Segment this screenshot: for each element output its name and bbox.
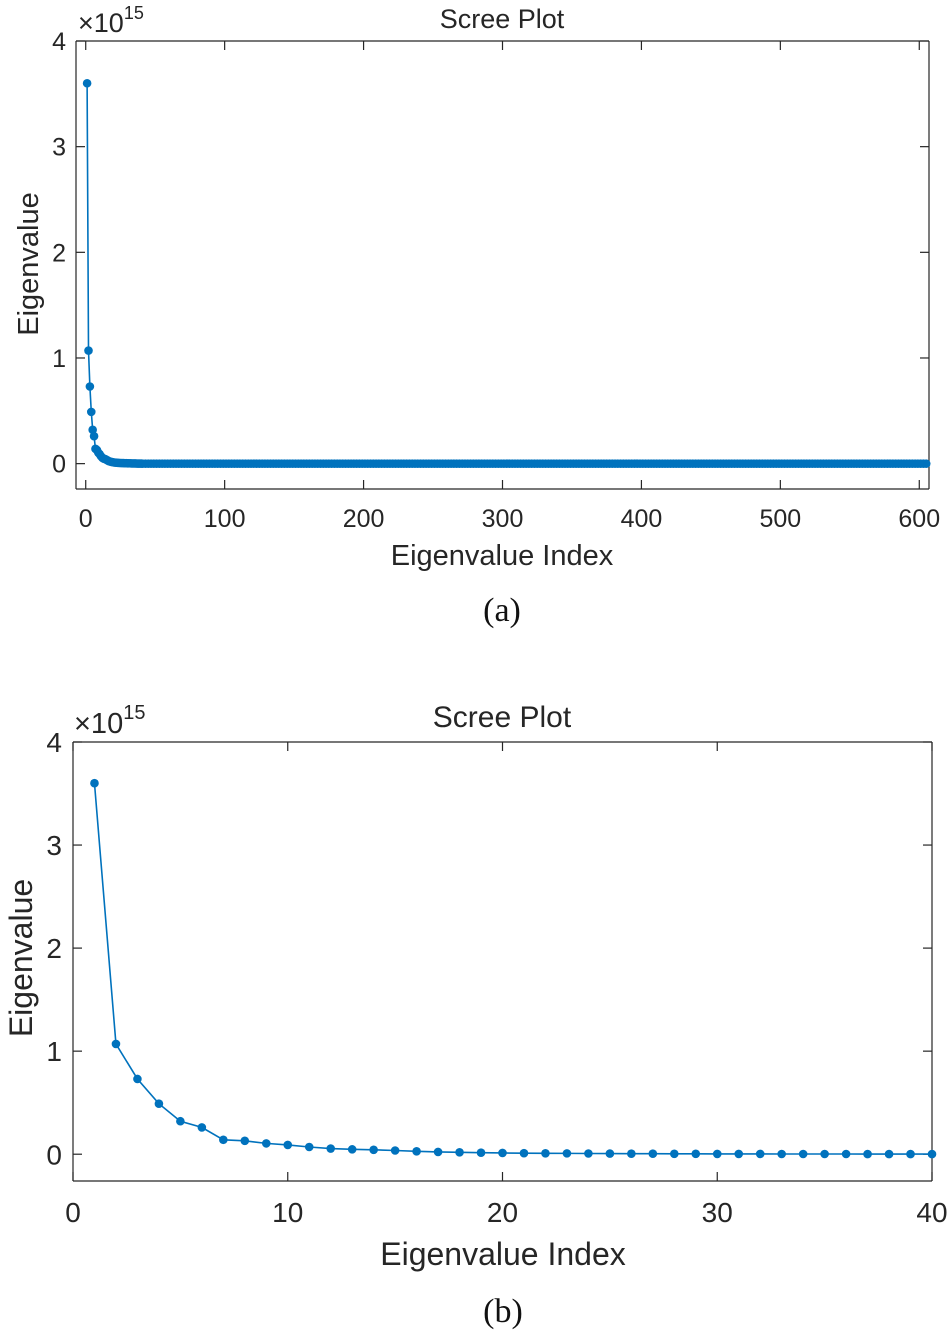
x-tick-label-b: 0 xyxy=(65,1197,81,1228)
data-point-b xyxy=(412,1147,421,1156)
x-tick-label-a: 300 xyxy=(482,505,524,533)
y-tick-label-a: 0 xyxy=(52,451,66,479)
data-point-b xyxy=(347,1145,357,1154)
caption-a: (a) xyxy=(483,592,521,629)
y-multiplier-base-b: ×10 xyxy=(74,708,123,740)
data-point-a xyxy=(89,431,99,441)
data-point-b xyxy=(906,1149,915,1159)
series-b xyxy=(90,778,937,1159)
data-point-b xyxy=(111,1039,121,1049)
data-point-b xyxy=(670,1149,679,1159)
y-exponent-b: 15 xyxy=(123,702,145,724)
x-axis-label-b: Eigenvalue Index xyxy=(380,1236,626,1272)
data-point-b xyxy=(283,1140,293,1150)
data-point-b xyxy=(562,1149,572,1158)
x-tick-label-b: 40 xyxy=(916,1197,947,1228)
x-tick-label-a: 400 xyxy=(621,505,663,533)
data-point-b xyxy=(261,1139,271,1148)
data-point-a xyxy=(85,382,95,391)
y-axis-label-b: Eigenvalue xyxy=(3,879,39,1037)
x-tick-label-b: 30 xyxy=(702,1197,733,1228)
data-point-b xyxy=(627,1149,636,1158)
data-point-b xyxy=(219,1135,228,1145)
data-point-b xyxy=(777,1149,786,1159)
data-point-b xyxy=(755,1149,765,1159)
data-point-b xyxy=(433,1147,443,1157)
data-point-b xyxy=(841,1149,851,1159)
data-point-a xyxy=(84,346,93,355)
tick-marks-a xyxy=(76,40,929,489)
y-tick-label-b: 2 xyxy=(46,933,62,964)
data-point-b xyxy=(455,1148,464,1157)
data-point-b xyxy=(476,1148,486,1157)
data-point-b xyxy=(519,1148,529,1158)
chart-title-b: Scree Plot xyxy=(433,701,572,734)
data-point-b xyxy=(133,1074,142,1084)
caption-b: (b) xyxy=(483,1293,523,1330)
data-point-b xyxy=(304,1142,314,1152)
x-tick-label-b: 10 xyxy=(272,1197,303,1228)
y-tick-labels-b: 0 1 2 3 4 xyxy=(46,727,62,1170)
series-line-b xyxy=(93,783,932,1155)
data-point-b xyxy=(176,1116,185,1126)
data-point-b xyxy=(369,1145,378,1155)
series-a xyxy=(82,78,931,468)
y-tick-label-b: 4 xyxy=(46,727,62,758)
x-tick-label-a: 0 xyxy=(79,505,93,533)
y-tick-label-a: 4 xyxy=(52,28,66,56)
plot-area-b xyxy=(72,741,933,1182)
data-point-b xyxy=(541,1148,550,1158)
tick-marks-b xyxy=(72,741,933,1181)
data-point-b xyxy=(863,1149,872,1159)
data-point-b xyxy=(648,1149,658,1158)
panel-b: 0 10 20 30 40 0 1 2 3 4 Scree Plot ×1015 Eigenva… xyxy=(3,701,948,1330)
y-multiplier-b: ×1015 xyxy=(74,702,145,740)
chart-title-a: Scree Plot xyxy=(440,4,565,34)
series-line-a xyxy=(86,83,927,465)
plot-area-a xyxy=(75,40,930,490)
data-point-b xyxy=(240,1136,250,1146)
y-tick-label-b: 0 xyxy=(46,1139,62,1170)
data-point-a xyxy=(82,78,92,88)
data-point-b xyxy=(197,1123,207,1132)
y-tick-label-b: 1 xyxy=(46,1036,62,1067)
data-point-b xyxy=(154,1099,164,1109)
y-tick-label-a: 1 xyxy=(52,345,66,373)
data-point-b xyxy=(798,1149,808,1159)
panel-a: 0 100 200 300 400 500 600 0 1 2 3 4 Scree Plot ×10… xyxy=(13,3,940,629)
x-tick-label-a: 200 xyxy=(343,505,385,533)
y-tick-labels-a: 0 1 2 3 4 xyxy=(52,28,66,479)
data-point-b xyxy=(390,1146,400,1155)
data-point-b xyxy=(691,1149,701,1159)
y-multiplier-a: ×1015 xyxy=(78,3,144,38)
x-tick-label-a: 100 xyxy=(204,505,246,533)
y-multiplier-base-a: ×10 xyxy=(78,8,124,38)
x-tick-label-b: 20 xyxy=(487,1197,518,1228)
x-tick-labels-b: 0 10 20 30 40 xyxy=(65,1197,947,1228)
x-tick-label-a: 600 xyxy=(898,505,940,533)
data-point-b xyxy=(326,1144,336,1153)
data-point-b xyxy=(820,1149,829,1159)
data-point-a xyxy=(86,407,96,417)
data-point-b xyxy=(90,778,99,788)
x-tick-label-a: 500 xyxy=(759,505,801,533)
y-tick-label-a: 3 xyxy=(52,134,66,162)
data-point-b xyxy=(884,1149,894,1159)
data-point-b xyxy=(712,1149,722,1159)
data-point-b xyxy=(584,1149,593,1158)
y-exponent-a: 15 xyxy=(124,3,144,23)
y-tick-label-b: 3 xyxy=(46,830,62,861)
data-point-b xyxy=(927,1149,937,1159)
x-axis-label-a: Eigenvalue Index xyxy=(391,540,614,572)
data-point-b xyxy=(734,1149,744,1159)
y-axis-label-a: Eigenvalue xyxy=(13,192,45,336)
data-point-b xyxy=(605,1149,615,1158)
y-tick-label-a: 2 xyxy=(52,239,66,267)
data-point-b xyxy=(498,1148,507,1158)
x-tick-labels-a: 0 100 200 300 400 500 600 xyxy=(79,505,940,533)
data-point-a xyxy=(921,459,931,468)
